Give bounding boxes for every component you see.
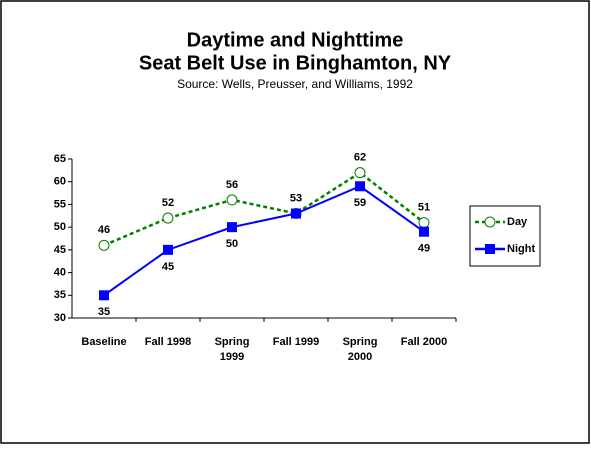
x-tick-label: 1999 <box>220 351 244 363</box>
x-tick-label: Fall 1998 <box>145 336 191 348</box>
data-label: 53 <box>290 192 302 204</box>
legend-label: Day <box>507 216 528 228</box>
x-tick-label: 2000 <box>348 351 372 363</box>
data-label: 62 <box>354 152 366 164</box>
legend-marker <box>485 244 495 254</box>
point <box>162 212 174 224</box>
point <box>291 208 301 219</box>
data-label: 46 <box>98 224 110 236</box>
data-label: 59 <box>354 197 366 209</box>
point <box>227 222 237 233</box>
data-label: 51 <box>418 202 430 214</box>
y-tick-label: 55 <box>54 198 66 210</box>
point <box>98 239 110 251</box>
point <box>226 194 238 206</box>
x-tick-label: Fall 2000 <box>401 336 447 348</box>
data-label: 49 <box>418 243 430 255</box>
chart-title: Seat Belt Use in Binghamton, NY <box>139 52 452 74</box>
legend-box <box>469 205 541 267</box>
point <box>418 217 430 229</box>
legend-marker <box>484 216 496 228</box>
data-label: 52 <box>162 197 174 209</box>
y-tick-label: 35 <box>54 289 66 301</box>
x-tick-label: Fall 1999 <box>273 336 319 348</box>
data-label: 50 <box>226 238 238 250</box>
y-tick-label: 45 <box>54 244 66 256</box>
point <box>355 181 365 192</box>
x-tick-label: Baseline <box>81 336 126 348</box>
x-tick-label: Spring <box>215 336 250 348</box>
point <box>419 226 429 237</box>
y-tick-label: 40 <box>54 266 66 278</box>
point <box>163 244 173 255</box>
series-line <box>103 171 425 247</box>
y-tick-label: 30 <box>54 312 66 324</box>
y-tick-label: 50 <box>54 221 66 233</box>
point <box>99 290 109 301</box>
point <box>354 167 366 179</box>
data-label: 45 <box>162 261 174 273</box>
data-label: 35 <box>98 306 110 318</box>
data-label: 56 <box>226 179 238 191</box>
series-line <box>103 185 425 297</box>
x-tick-label: Spring <box>343 336 378 348</box>
chart-subtitle: Source: Wells, Preusser, and Williams, 1… <box>177 77 413 91</box>
legend-label: Night <box>507 243 535 255</box>
y-tick-label: 60 <box>54 176 66 188</box>
y-tick-label: 65 <box>54 153 66 165</box>
chart-title: Daytime and Nighttime <box>187 29 404 51</box>
